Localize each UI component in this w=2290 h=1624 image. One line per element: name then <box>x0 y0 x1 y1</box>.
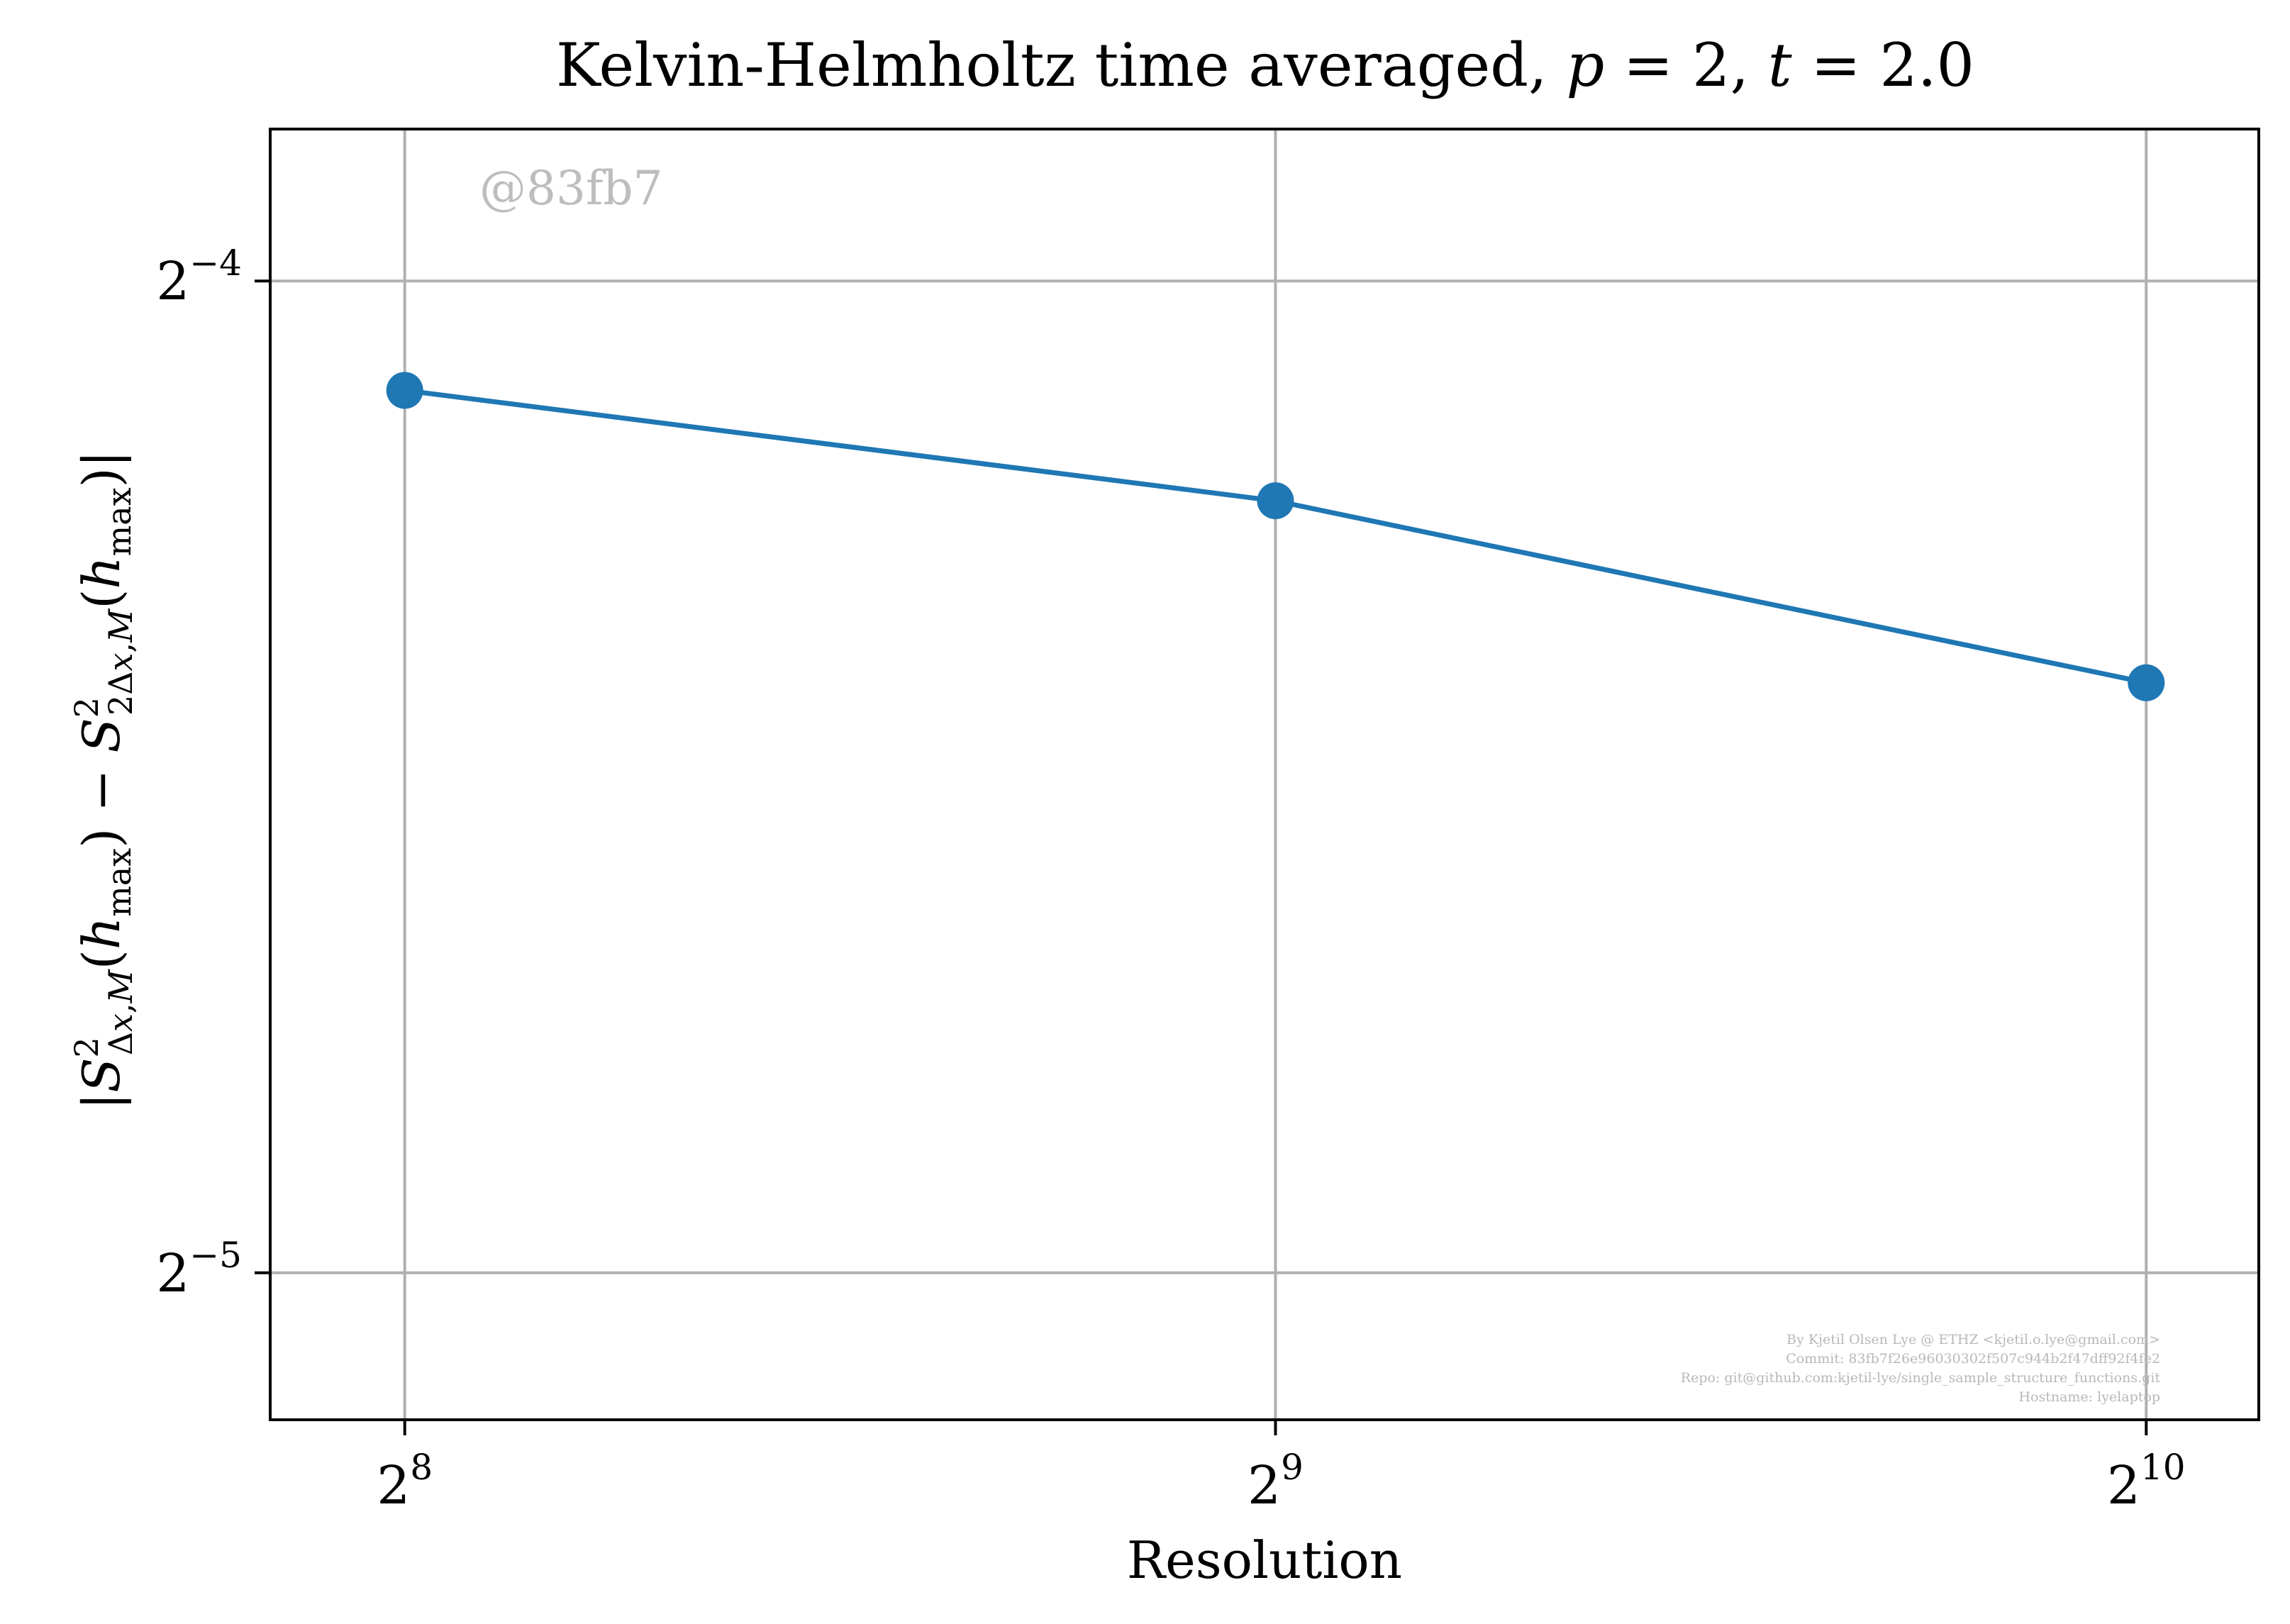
credits-line: Repo: git@github.com:kjetil-lye/single_s… <box>1681 1370 2161 1386</box>
data-point <box>1257 482 1294 520</box>
plot-frame <box>269 128 2260 1421</box>
credits-line: Commit: 83fb7f26e96030302f507c944b2f47df… <box>1786 1351 2160 1367</box>
watermark: @83fb7 <box>479 161 663 216</box>
data-series <box>386 372 2165 701</box>
y-tick-label: 2−4 <box>156 243 242 312</box>
x-tick-label: 28 <box>377 1447 433 1516</box>
chart-title: Kelvin-Helmholtz time averaged, p = 2, t… <box>556 30 1974 100</box>
credits-block: By Kjetil Olsen Lye @ ETHZ <kjetil.o.lye… <box>1681 1332 2161 1405</box>
grid-lines <box>270 129 2259 1420</box>
credits-line: By Kjetil Olsen Lye @ ETHZ <kjetil.o.lye… <box>1786 1332 2160 1347</box>
x-tick-label: 29 <box>1247 1447 1304 1516</box>
data-point <box>386 372 423 409</box>
svg-text:|S2Δx,M(hmax) − S22Δx,M(hmax)|: |S2Δx,M(hmax) − S22Δx,M(hmax)| <box>67 450 140 1110</box>
y-axis-label: |S2Δx,M(hmax) − S22Δx,M(hmax)| <box>67 450 140 1110</box>
x-axis-label: Resolution <box>1127 1530 1402 1590</box>
credits-line: Hostname: lyelaptop <box>2018 1389 2160 1405</box>
axis-ticks: 28 29 210 2−4 2−5 <box>156 243 2185 1516</box>
y-tick-label: 2−5 <box>156 1235 242 1304</box>
data-point <box>2128 664 2165 701</box>
x-tick-label: 210 <box>2107 1447 2186 1516</box>
